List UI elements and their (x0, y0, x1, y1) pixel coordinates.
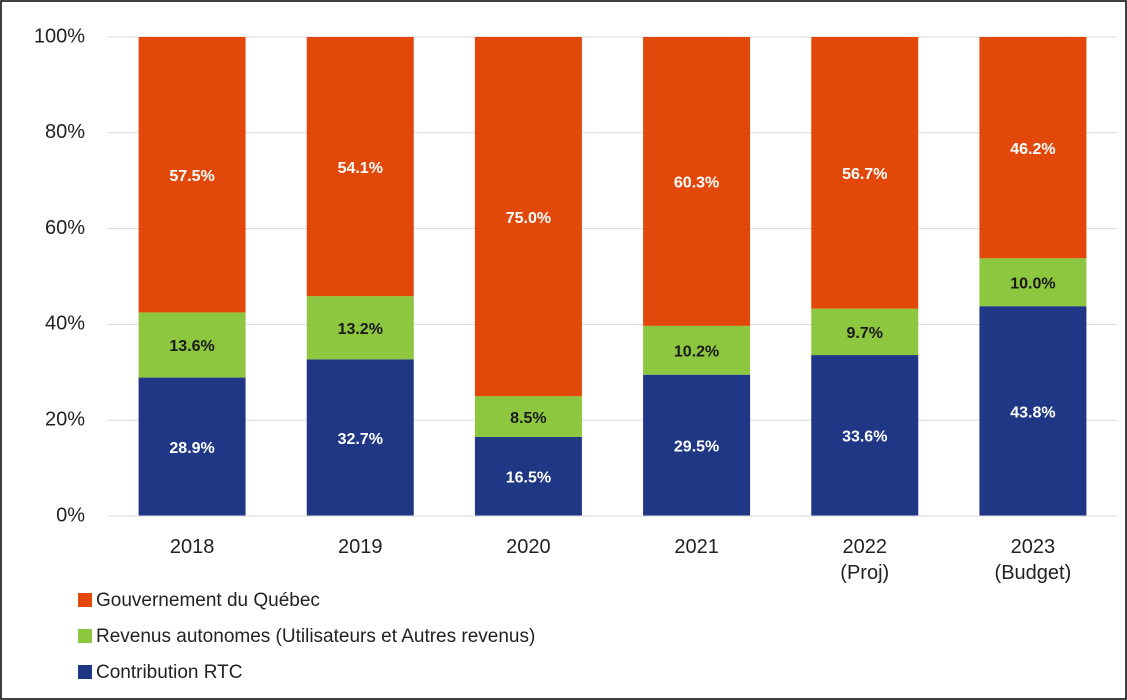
bar-segment (811, 37, 919, 309)
value-label: 54.1% (338, 160, 383, 177)
value-label: 13.6% (169, 338, 214, 355)
bar-segment (643, 37, 751, 326)
value-label: 10.0% (1010, 275, 1055, 292)
value-label: 60.3% (674, 175, 719, 192)
legend-swatch (78, 665, 92, 679)
value-label: 46.2% (1010, 141, 1055, 158)
value-label: 57.5% (169, 168, 214, 185)
x-tick-label: 2021 (674, 536, 719, 558)
y-tick-label: 60% (45, 217, 85, 239)
x-tick-label: 2018 (170, 536, 215, 558)
y-tick-label: 20% (45, 408, 85, 430)
bar-segment (138, 312, 246, 378)
value-label: 33.6% (842, 429, 887, 446)
value-label: 10.2% (674, 343, 719, 360)
x-tick-label: 2019 (338, 536, 383, 558)
x-tick-label: 2023 (Budget) (995, 536, 1072, 584)
legend-label: Gouvernement du Québec (96, 590, 320, 611)
value-label: 9.7% (847, 325, 883, 342)
value-label: 56.7% (842, 166, 887, 183)
x-tick-label: 2022 (Proj) (840, 536, 889, 584)
legend-swatch (78, 593, 92, 607)
bar-segment (979, 258, 1087, 307)
bar-segment (306, 37, 414, 297)
value-label: 29.5% (674, 439, 719, 456)
y-tick-label: 0% (56, 504, 85, 526)
bar-segment (811, 355, 919, 516)
legend-label: Contribution RTC (96, 662, 242, 683)
x-tick-label: 2020 (506, 536, 551, 558)
value-label: 32.7% (338, 431, 383, 448)
value-label: 16.5% (506, 470, 551, 487)
value-label: 28.9% (169, 440, 214, 457)
bar-segment (138, 377, 246, 516)
bar-segment (979, 37, 1087, 259)
bar-segment (979, 306, 1087, 516)
y-tick-label: 80% (45, 121, 85, 143)
value-label: 8.5% (510, 410, 546, 427)
y-tick-label: 40% (45, 313, 85, 335)
bar-segment (474, 37, 582, 397)
legend-label: Revenus autonomes (Utilisateurs et Autre… (96, 626, 535, 647)
bar-segment (306, 359, 414, 516)
bar-segment (138, 37, 246, 313)
bar-segment (306, 296, 414, 360)
value-label: 75.0% (506, 210, 551, 227)
bar-segment (474, 396, 582, 437)
value-label: 13.2% (338, 321, 383, 338)
bar-segment (474, 436, 582, 516)
bar-segment (643, 374, 751, 516)
legend-swatch (78, 629, 92, 643)
value-label: 43.8% (1010, 404, 1055, 421)
bar-segment (643, 325, 751, 375)
bar-segment (811, 308, 919, 356)
y-tick-label: 100% (34, 25, 85, 47)
